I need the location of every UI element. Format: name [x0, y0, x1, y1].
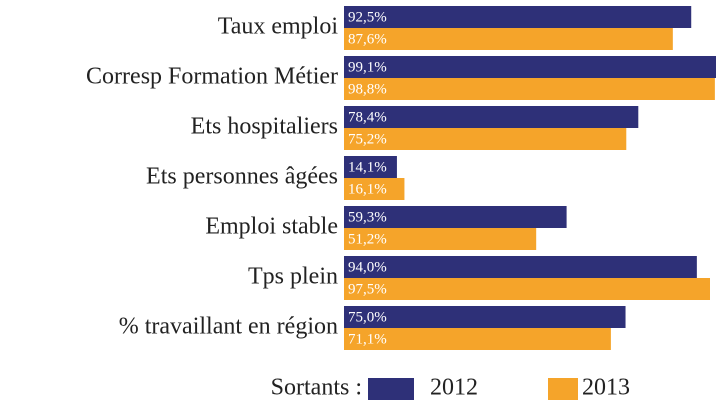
- value-label: 51,2%: [348, 231, 387, 247]
- value-label: 75,2%: [348, 131, 387, 147]
- bar: [344, 28, 673, 50]
- value-label: 78,4%: [348, 109, 387, 125]
- value-label: 75,0%: [348, 309, 387, 325]
- value-label: 14,1%: [348, 159, 387, 175]
- bar: [344, 78, 715, 100]
- bar: [344, 228, 537, 250]
- category-label: % travaillant en région: [119, 314, 338, 340]
- bar: [344, 206, 567, 228]
- category-label: Tps plein: [248, 264, 338, 290]
- bar: [344, 56, 716, 78]
- value-label: 71,1%: [348, 331, 387, 347]
- value-label: 98,8%: [348, 81, 387, 97]
- legend-label: 2013: [582, 375, 630, 401]
- category-label: Taux emploi: [218, 14, 339, 40]
- legend-title: Sortants :: [271, 375, 362, 401]
- value-label: 94,0%: [348, 259, 387, 275]
- category-label: Ets hospitaliers: [191, 114, 338, 140]
- bar: [344, 328, 611, 350]
- legend-swatch: [548, 378, 578, 400]
- legend-label: 2012: [430, 375, 478, 401]
- value-label: 16,1%: [348, 181, 387, 197]
- value-label: 59,3%: [348, 209, 387, 225]
- bar: [344, 278, 710, 300]
- category-label: Corresp Formation Métier: [86, 64, 338, 90]
- bar: [344, 106, 639, 128]
- bar: [344, 6, 692, 28]
- value-label: 92,5%: [348, 9, 387, 25]
- value-label: 87,6%: [348, 31, 387, 47]
- value-label: 97,5%: [348, 281, 387, 297]
- category-label: Emploi stable: [205, 214, 338, 240]
- category-label: Ets personnes âgées: [146, 164, 338, 190]
- bar: [344, 178, 405, 200]
- legend-swatch: [368, 378, 414, 400]
- bar: [344, 306, 626, 328]
- bar: [344, 156, 397, 178]
- bar: [344, 256, 697, 278]
- bar: [344, 128, 627, 150]
- value-label: 99,1%: [348, 59, 387, 75]
